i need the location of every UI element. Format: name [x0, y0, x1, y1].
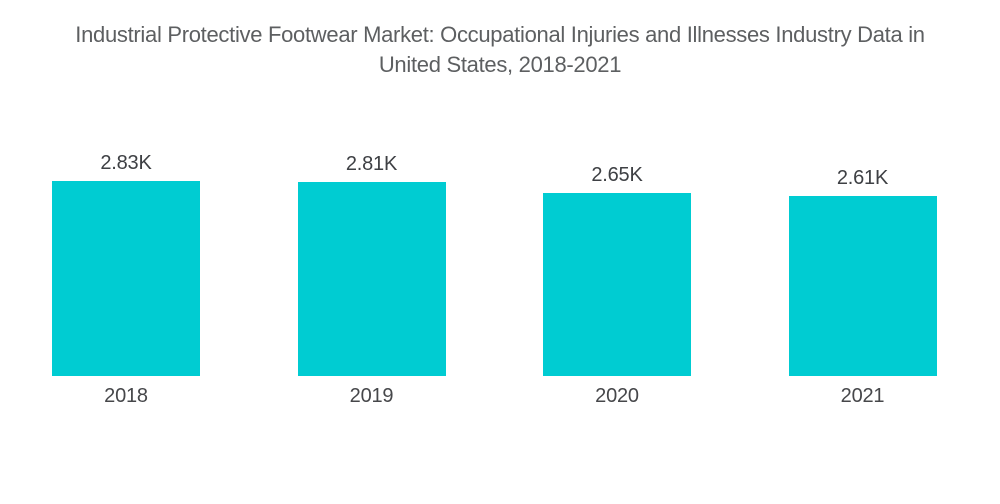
bar-value-label: 2.83K — [100, 152, 152, 174]
bar-value-label: 2.65K — [591, 164, 643, 186]
chart-title-line-1: Industrial Protective Footwear Market: O… — [75, 22, 925, 47]
bar-value-label: 2.81K — [345, 153, 398, 175]
bar-column: 2.61K 2021 — [788, 167, 937, 407]
bar-column: 2.65K 2020 — [543, 164, 691, 407]
bar — [52, 181, 200, 376]
bar-category-label: 2021 — [840, 385, 885, 407]
bar — [297, 182, 446, 376]
bar-column: 2.83K 2018 — [52, 152, 200, 407]
bar — [788, 196, 937, 376]
bar — [543, 193, 691, 376]
chart-title-line-2: United States, 2018-2021 — [378, 52, 622, 77]
bar-value-label: 2.61K — [836, 167, 889, 189]
bar-category-label: 2020 — [595, 385, 639, 407]
bar-category-label: 2018 — [104, 385, 148, 407]
bar-column: 2.81K 2019 — [297, 153, 446, 407]
chart-title: Industrial Protective Footwear Market: O… — [20, 20, 980, 80]
bar-category-label: 2019 — [349, 385, 394, 407]
